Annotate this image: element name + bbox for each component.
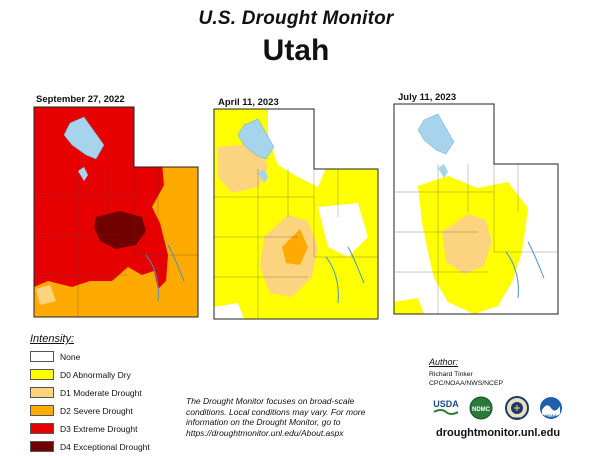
utah-lake xyxy=(258,169,268,183)
utah-map-apr-2023 xyxy=(213,108,379,320)
legend-label: D0 Abnormally Dry xyxy=(60,369,131,380)
doc-seal-text: DOC xyxy=(514,416,522,420)
river xyxy=(347,246,365,284)
d1-area xyxy=(218,143,268,193)
legend-swatch xyxy=(30,423,54,434)
legend-label: D2 Severe Drought xyxy=(60,405,133,416)
legend-item-d4: D4 Exceptional Drought xyxy=(30,440,150,453)
none-area xyxy=(268,109,328,187)
river xyxy=(167,244,185,282)
utah-lake xyxy=(78,167,88,181)
author-name: Richard Tinker xyxy=(429,371,473,378)
none-area xyxy=(214,303,244,319)
river xyxy=(505,251,519,299)
usda-logo-text: USDA xyxy=(433,399,459,409)
state-outline xyxy=(393,103,559,315)
legend-label: D1 Moderate Drought xyxy=(60,387,142,398)
doc-seal-logo: DOC xyxy=(505,396,529,420)
legend-item-d1: D1 Moderate Drought xyxy=(30,386,142,399)
legend-item-none: None xyxy=(30,350,80,363)
legend-swatch xyxy=(30,441,54,452)
great-salt-lake xyxy=(63,116,105,160)
river xyxy=(145,254,159,302)
map-date-3: July 11, 2023 xyxy=(398,92,457,103)
d3-area xyxy=(34,107,168,289)
d2-area xyxy=(282,229,308,265)
county-lines xyxy=(34,167,198,317)
map-date-1: September 27, 2022 xyxy=(36,94,125,105)
d0-area xyxy=(394,298,424,314)
legend-label: D4 Exceptional Drought xyxy=(60,441,150,452)
legend-swatch xyxy=(30,387,54,398)
legend-swatch xyxy=(30,351,54,362)
d4-area xyxy=(94,211,146,249)
ndmc-logo: NDMC xyxy=(469,396,493,420)
utah-map-jul-2023 xyxy=(393,103,559,315)
utah-lake xyxy=(438,164,448,178)
great-salt-lake xyxy=(237,118,275,160)
state-outline xyxy=(213,108,379,320)
great-salt-lake xyxy=(417,113,455,155)
usda-logo: USDA xyxy=(433,399,459,415)
legend-swatch xyxy=(30,405,54,416)
author-label: Author: xyxy=(429,357,459,367)
website-link[interactable]: droughtmonitor.unl.edu xyxy=(436,427,561,439)
utah-map-sep-2022 xyxy=(33,106,199,318)
state-name: Utah xyxy=(262,34,330,67)
legend-label: D3 Extreme Drought xyxy=(60,423,138,434)
noaa-logo-text: NOAA xyxy=(545,413,557,418)
legend-swatch xyxy=(30,369,54,380)
county-lines xyxy=(214,169,378,319)
none-area xyxy=(318,203,368,257)
county-lines xyxy=(394,164,558,314)
noaa-logo: NOAA xyxy=(540,397,562,419)
legend-item-d3: D3 Extreme Drought xyxy=(30,422,137,435)
page-title: U.S. Drought Monitor xyxy=(198,8,394,29)
ndmc-logo-text: NDMC xyxy=(472,407,491,413)
legend-title: Intensity: xyxy=(30,333,75,345)
d1-area xyxy=(36,285,56,305)
map-date-2: April 11, 2023 xyxy=(218,97,279,108)
author-org: CPC/NOAA/NWS/NCEP xyxy=(429,380,504,387)
legend-label: None xyxy=(60,351,81,362)
legend-item-d0: D0 Abnormally Dry xyxy=(30,368,131,381)
river xyxy=(527,241,545,279)
disclaimer-text: The Drought Monitor focuses on broad-sca… xyxy=(186,396,366,438)
d1-area xyxy=(442,214,492,274)
river xyxy=(325,256,339,304)
legend-item-d2: D2 Severe Drought xyxy=(30,404,133,417)
state-outline xyxy=(33,106,199,318)
